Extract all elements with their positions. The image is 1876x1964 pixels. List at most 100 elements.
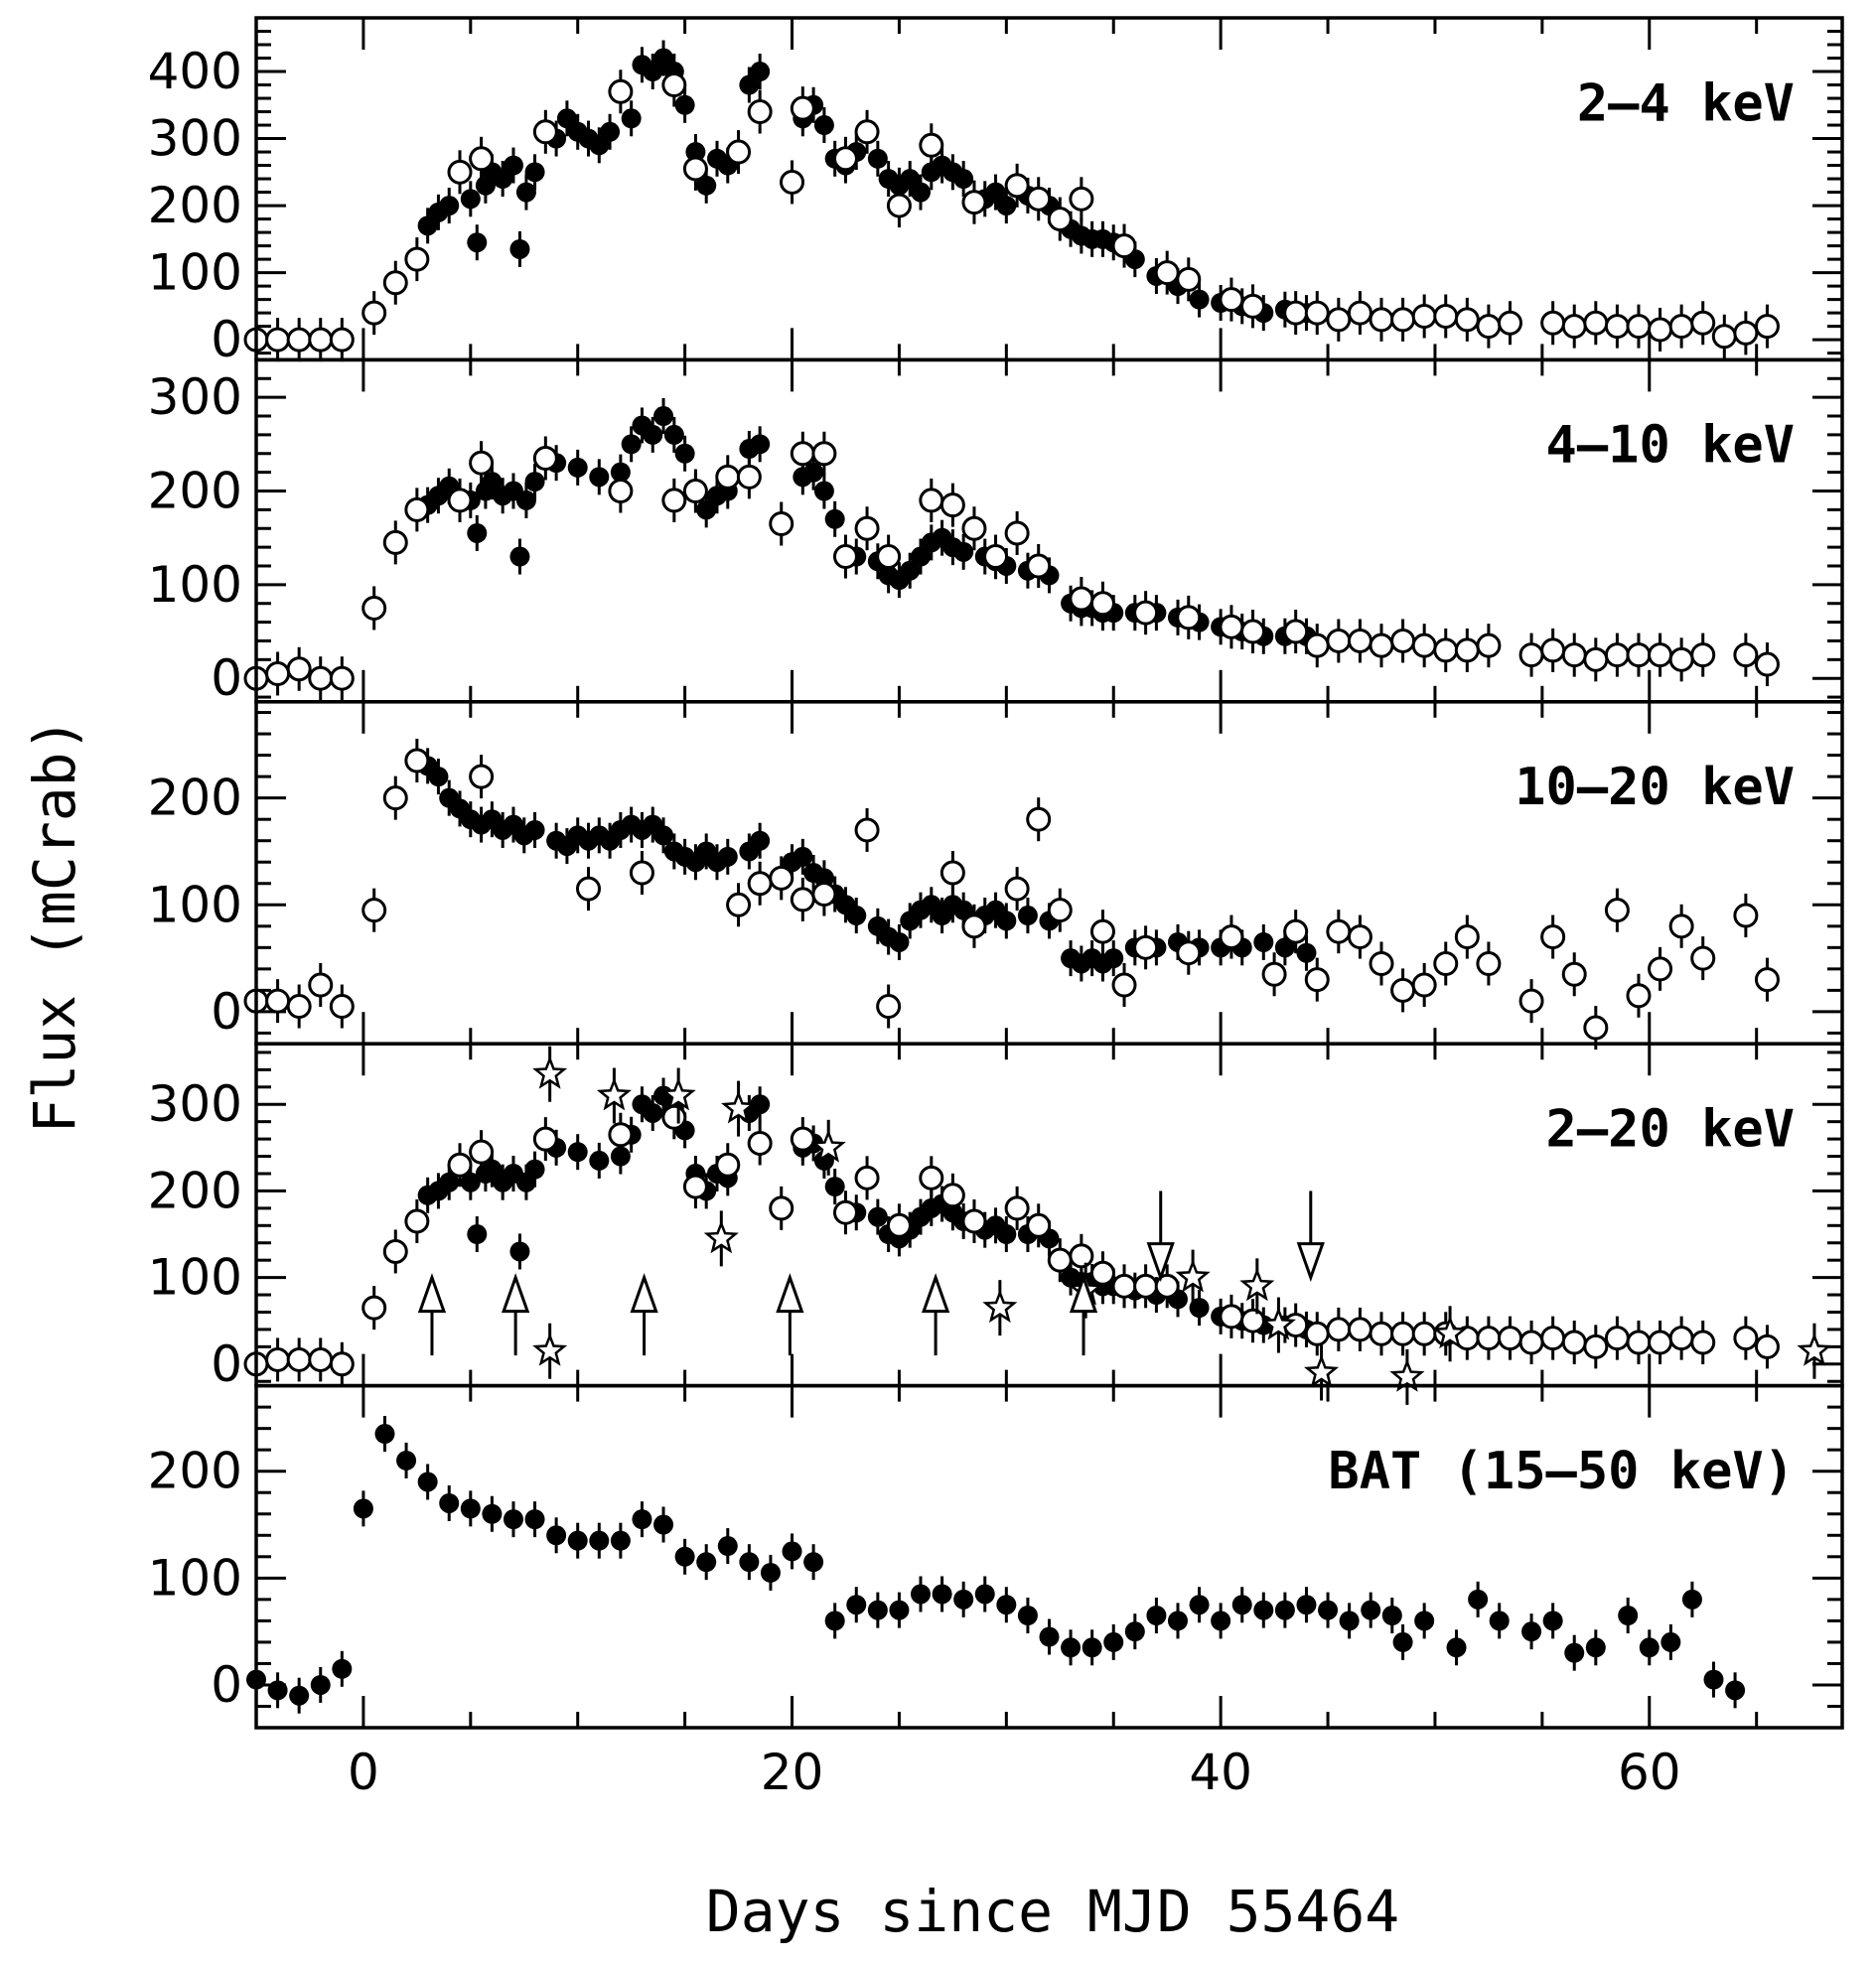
filled-point bbox=[460, 1498, 481, 1519]
open-point bbox=[532, 445, 558, 471]
filled-point bbox=[1274, 1600, 1295, 1620]
filled-point bbox=[621, 108, 642, 129]
open-point bbox=[1733, 903, 1759, 928]
open-point bbox=[1411, 972, 1437, 998]
open-point bbox=[1176, 940, 1202, 966]
filled-point bbox=[556, 108, 577, 129]
filled-point bbox=[1253, 1600, 1274, 1620]
up-arrow-head bbox=[1069, 1273, 1098, 1314]
open-point bbox=[382, 529, 408, 555]
filled-point bbox=[509, 1241, 530, 1262]
filled-point bbox=[803, 1552, 824, 1573]
filled-point bbox=[739, 74, 760, 95]
filled-point bbox=[439, 1172, 460, 1192]
filled-point bbox=[482, 472, 503, 492]
filled-point bbox=[493, 169, 513, 190]
open-point bbox=[1304, 967, 1330, 993]
open-point bbox=[308, 1346, 334, 1372]
filled-point bbox=[696, 499, 717, 520]
filled-point bbox=[332, 1658, 353, 1679]
filled-point bbox=[867, 1206, 888, 1227]
open-point bbox=[1518, 1330, 1544, 1355]
filled-point bbox=[524, 472, 545, 492]
star-point bbox=[1797, 1333, 1832, 1366]
filled-point bbox=[1392, 1631, 1413, 1652]
filled-point bbox=[1703, 1669, 1724, 1690]
filled-point bbox=[524, 162, 545, 183]
open-point bbox=[1004, 173, 1030, 199]
open-point bbox=[1411, 304, 1437, 330]
open-point bbox=[769, 865, 794, 891]
y-tick-label: 300 bbox=[148, 1075, 242, 1133]
filled-point bbox=[911, 1584, 932, 1605]
open-point bbox=[1648, 642, 1673, 668]
open-point bbox=[715, 1152, 741, 1178]
panel-frame bbox=[254, 1383, 1844, 1730]
star-point bbox=[1239, 1267, 1275, 1302]
open-point bbox=[329, 994, 355, 1020]
filled-point bbox=[460, 1172, 481, 1192]
filled-point bbox=[782, 1541, 802, 1562]
filled-point bbox=[1725, 1680, 1746, 1701]
open-point bbox=[608, 1122, 634, 1148]
open-point bbox=[382, 270, 408, 296]
open-point bbox=[361, 300, 387, 326]
star-point bbox=[1389, 1358, 1425, 1392]
open-point bbox=[1369, 307, 1394, 333]
open-point bbox=[1047, 207, 1073, 232]
open-point bbox=[447, 1152, 473, 1178]
open-point bbox=[1476, 632, 1502, 658]
open-point bbox=[736, 464, 762, 490]
open-point bbox=[404, 246, 430, 272]
filled-point bbox=[750, 434, 771, 455]
filled-point bbox=[467, 1224, 488, 1245]
open-point bbox=[1219, 287, 1244, 313]
open-point bbox=[811, 882, 837, 908]
open-point bbox=[1476, 314, 1502, 340]
band-label: 2–20 keV bbox=[1546, 1100, 1795, 1160]
filled-point bbox=[1274, 937, 1295, 958]
open-point bbox=[1626, 1330, 1652, 1355]
open-point bbox=[1690, 310, 1716, 336]
filled-point bbox=[482, 1503, 503, 1524]
filled-point bbox=[1296, 1595, 1317, 1615]
open-point bbox=[1004, 520, 1030, 546]
open-point bbox=[469, 1139, 495, 1165]
y-tick-label: 0 bbox=[211, 1656, 242, 1714]
filled-point bbox=[1082, 1637, 1102, 1658]
y-tick-label: 200 bbox=[148, 177, 242, 234]
open-point bbox=[382, 1238, 408, 1264]
filled-point bbox=[1103, 1631, 1124, 1652]
y-tick-label: 0 bbox=[211, 649, 242, 707]
filled-point bbox=[589, 1150, 610, 1171]
filled-point bbox=[643, 424, 663, 445]
up-arrow-head bbox=[502, 1273, 530, 1314]
open-point bbox=[1690, 945, 1716, 971]
filled-point bbox=[524, 819, 545, 840]
x-tick-label: 20 bbox=[761, 1744, 824, 1801]
filled-point bbox=[567, 1142, 588, 1163]
open-point bbox=[886, 1212, 912, 1238]
filled-point bbox=[717, 1536, 738, 1557]
open-point bbox=[726, 892, 752, 917]
open-point bbox=[1219, 924, 1244, 950]
open-point bbox=[1711, 324, 1737, 350]
star-point bbox=[1175, 1259, 1211, 1293]
open-point bbox=[1690, 642, 1716, 668]
star-point bbox=[721, 1090, 757, 1124]
open-point bbox=[1111, 233, 1137, 259]
filled-point bbox=[509, 546, 530, 567]
open-point bbox=[1540, 310, 1566, 336]
open-point bbox=[1668, 1326, 1694, 1351]
open-point bbox=[854, 817, 880, 843]
filled-point bbox=[974, 1584, 995, 1605]
filled-point bbox=[515, 490, 536, 510]
filled-point bbox=[846, 906, 867, 926]
star-point bbox=[660, 1077, 696, 1111]
filled-point bbox=[1542, 1611, 1563, 1631]
open-point bbox=[1304, 632, 1330, 658]
star-point bbox=[810, 1129, 846, 1163]
open-point bbox=[1583, 310, 1609, 336]
y-tick-label: 100 bbox=[148, 556, 242, 614]
